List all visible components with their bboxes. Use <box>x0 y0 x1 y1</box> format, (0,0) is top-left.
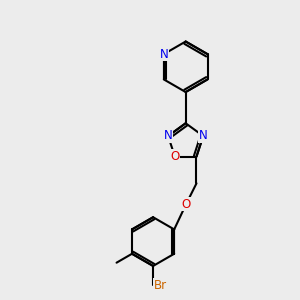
Text: N: N <box>159 48 168 61</box>
Text: O: O <box>182 198 191 211</box>
Text: Br: Br <box>154 279 167 292</box>
Text: O: O <box>170 150 179 163</box>
Text: N: N <box>199 130 208 142</box>
Text: N: N <box>164 130 172 142</box>
